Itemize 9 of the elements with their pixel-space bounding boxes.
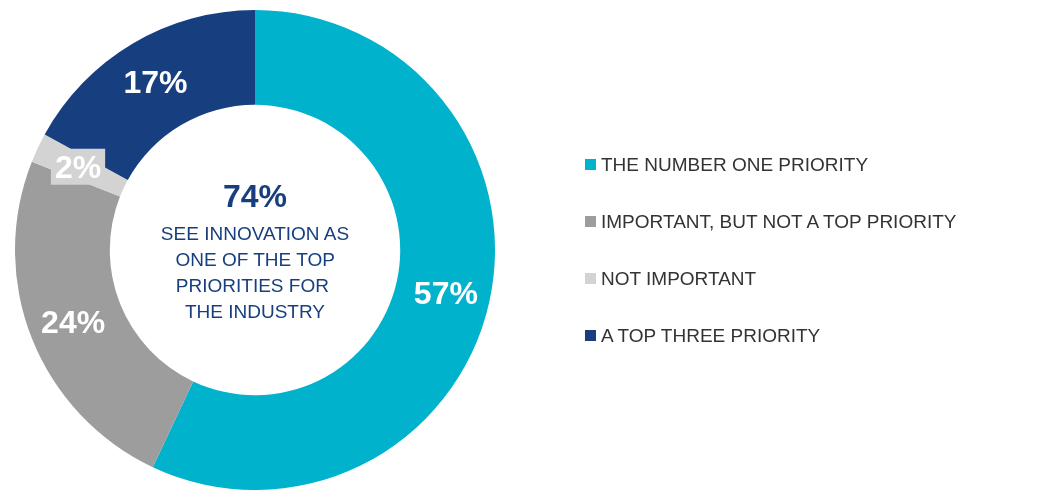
- data-label: 24%: [41, 304, 106, 341]
- legend-label: A TOP THREE PRIORITY: [601, 325, 821, 346]
- data-label: 17%: [123, 63, 188, 100]
- legend-label: IMPORTANT, BUT NOT A TOP PRIORITY: [601, 211, 957, 232]
- legend-label: THE NUMBER ONE PRIORITY: [601, 154, 869, 175]
- text: SEE INNOVATION AS ONE OF THE TOP PRIORITIES FOR THE INDUSTRY: [160, 222, 350, 322]
- legend-label: NOT IMPORTANT: [601, 268, 757, 289]
- data-label: 57%: [413, 274, 478, 311]
- text: 74%: [222, 178, 288, 214]
